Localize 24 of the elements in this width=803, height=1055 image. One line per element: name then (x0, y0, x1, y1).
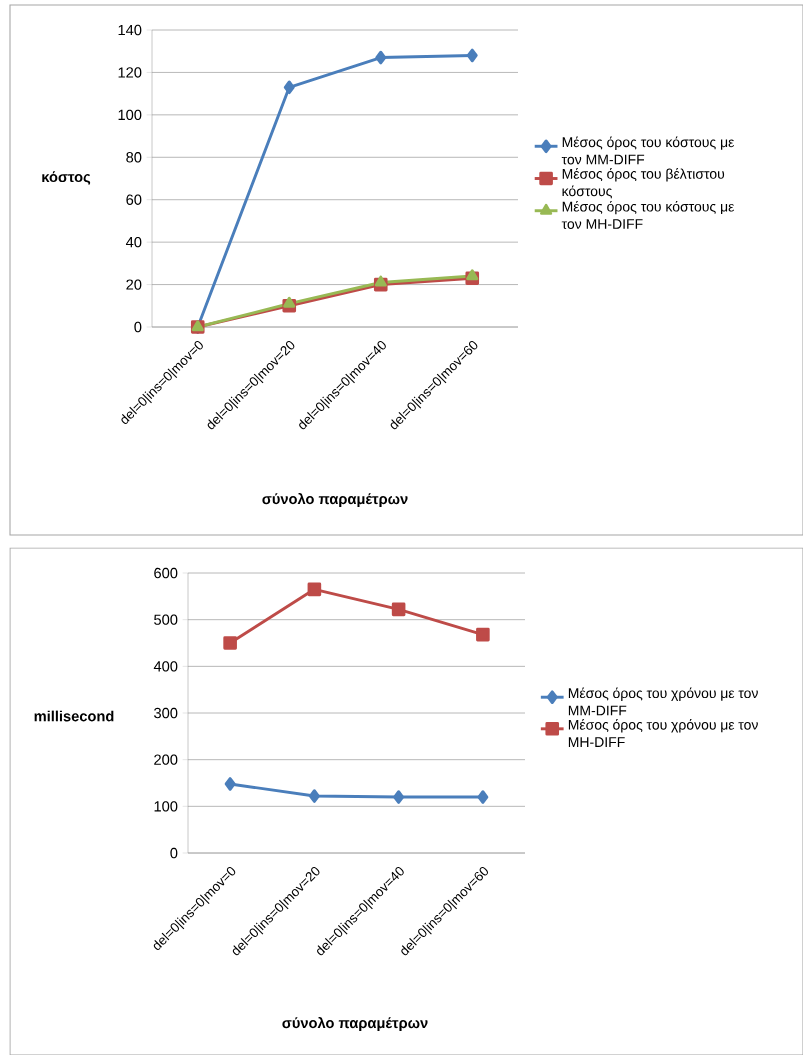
y-axis-title: κόστος (42, 171, 91, 185)
y-tick-label: 0 (134, 321, 142, 333)
legend-label: Μέσος όρος του κόστους με τον MM-DIFF (561, 136, 735, 165)
y-tick-label: 500 (154, 614, 178, 625)
y-tick-label: 60 (126, 194, 142, 205)
y-tick-label: 80 (126, 152, 142, 163)
x-axis-title: σύνολο παραμέτρων (282, 1016, 428, 1032)
y-tick-label: 0 (170, 847, 178, 859)
y-tick-label: 20 (126, 279, 142, 290)
legend-label: Μέσος όρος του κόστους με τον MH-DIFF (561, 200, 735, 229)
y-tick-label: 120 (118, 67, 142, 78)
y-axis-title: millisecond (34, 710, 114, 722)
y-tick-label: 40 (125, 236, 142, 248)
y-tick-label: 600 (154, 567, 178, 579)
y-tick-label: 100 (118, 109, 142, 121)
legend-label: Μέσος όρος του χρόνου με τον MM-DIFF (568, 687, 758, 716)
y-tick-label: 140 (118, 24, 142, 36)
x-axis-title: σύνολο παραμέτρων (262, 492, 408, 508)
y-tick-label: 400 (153, 661, 178, 672)
y-tick-label: 200 (154, 754, 178, 765)
legend-label: Μέσος όρος του βέλτιστου κόστους (562, 168, 725, 199)
y-tick-label: 100 (154, 801, 178, 812)
y-tick-label: 300 (154, 707, 178, 719)
legend-label: Μέσος όρος του χρόνου με τον MH-DIFF (568, 719, 758, 747)
